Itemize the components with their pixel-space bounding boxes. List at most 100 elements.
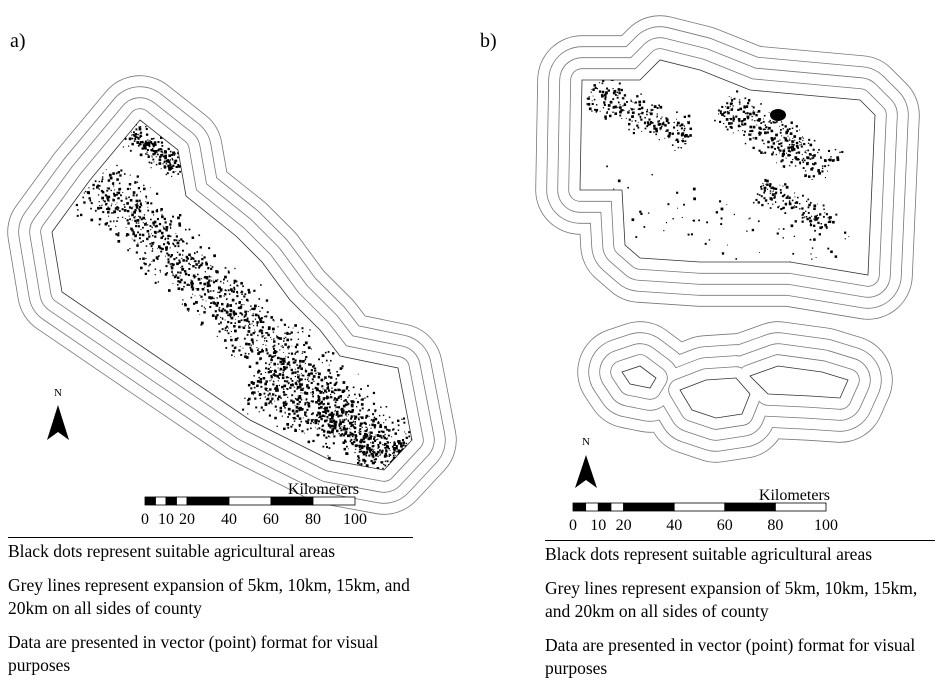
dot <box>124 173 126 175</box>
dot <box>178 287 181 290</box>
dot <box>684 116 686 118</box>
dot <box>288 348 289 349</box>
dot <box>776 162 777 163</box>
dot <box>352 443 354 445</box>
dot <box>90 219 93 222</box>
dot <box>626 118 627 119</box>
dot <box>269 380 270 381</box>
dot <box>256 321 258 323</box>
dot <box>668 135 670 137</box>
dot <box>199 314 200 315</box>
dot <box>835 255 838 258</box>
dot <box>274 369 276 371</box>
dot <box>140 153 143 156</box>
dot <box>270 359 273 362</box>
dot <box>245 325 246 326</box>
dot <box>759 134 761 136</box>
dot <box>241 293 243 295</box>
dot <box>159 270 160 271</box>
dot <box>225 330 226 331</box>
scale-bars: 01020406080100Kilometers01020406080100Ki… <box>141 481 838 534</box>
dot <box>663 122 664 123</box>
dot <box>251 350 253 352</box>
dot <box>721 106 723 108</box>
dot <box>179 272 181 274</box>
dot <box>174 245 176 247</box>
dot <box>250 334 252 336</box>
dot <box>408 436 410 438</box>
dot <box>651 110 652 111</box>
dot <box>817 169 819 171</box>
dot <box>160 271 161 272</box>
dot <box>240 282 243 285</box>
scale-segment <box>586 503 599 511</box>
dot <box>358 460 360 462</box>
dot <box>166 174 167 175</box>
dot <box>725 106 726 107</box>
dot <box>767 131 769 133</box>
dot <box>773 187 775 189</box>
dot <box>731 97 732 98</box>
scale-segment <box>229 497 271 505</box>
dot <box>593 84 596 87</box>
dot <box>225 290 226 291</box>
dot <box>357 462 359 464</box>
dot <box>801 207 803 209</box>
dot <box>245 353 247 355</box>
dot <box>641 131 642 132</box>
dot <box>201 305 203 307</box>
dot <box>306 420 308 422</box>
dot <box>192 294 193 295</box>
dot <box>360 416 361 417</box>
dot <box>343 381 346 384</box>
dot <box>340 367 343 370</box>
dot <box>204 277 206 279</box>
dot <box>175 160 177 162</box>
dot <box>334 426 336 428</box>
dot <box>164 162 166 164</box>
dot <box>248 327 250 329</box>
dot <box>360 463 362 465</box>
dot <box>366 415 369 418</box>
dot <box>191 297 193 299</box>
dot <box>313 375 316 378</box>
dot <box>294 324 297 327</box>
dot <box>754 120 755 121</box>
dot <box>367 410 368 411</box>
dot <box>784 212 786 214</box>
dot <box>177 271 179 273</box>
dot <box>203 256 205 258</box>
dot <box>135 183 136 184</box>
dot <box>826 228 827 229</box>
dot <box>248 384 250 386</box>
dot <box>241 291 243 293</box>
dot <box>331 422 332 423</box>
dot <box>366 434 368 436</box>
dot <box>264 383 267 386</box>
dot <box>312 396 314 398</box>
dot <box>131 135 132 136</box>
dot <box>291 346 292 347</box>
dot <box>377 439 378 440</box>
dot <box>810 154 812 156</box>
dot <box>202 288 205 291</box>
dot <box>324 403 325 404</box>
dot <box>153 138 155 140</box>
dot <box>659 139 660 140</box>
dot <box>370 442 371 443</box>
dot <box>612 112 613 113</box>
dot <box>258 377 259 378</box>
dot <box>186 243 188 245</box>
dot <box>271 396 272 397</box>
dot <box>129 216 130 217</box>
dot <box>267 332 269 334</box>
dot <box>330 414 331 415</box>
dot <box>332 429 333 430</box>
dot <box>796 125 798 127</box>
dot <box>159 223 161 225</box>
dot <box>373 445 375 447</box>
dot <box>128 146 129 147</box>
dot <box>789 144 790 145</box>
dot <box>687 136 689 138</box>
dot <box>277 400 278 401</box>
